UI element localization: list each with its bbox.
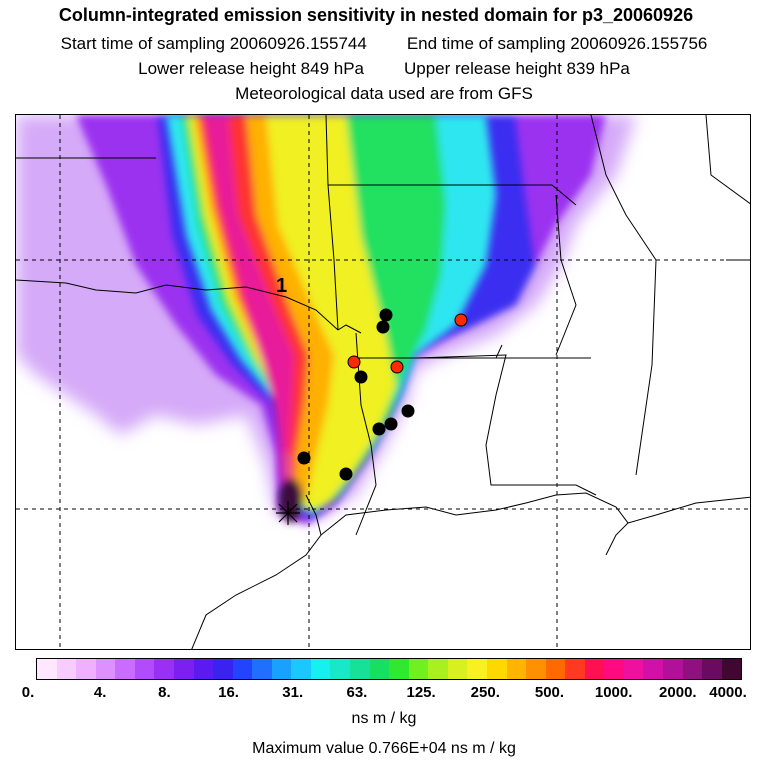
- colorbar-segment: [408, 659, 429, 679]
- sample-point: [384, 417, 398, 431]
- colorbar-segment: [350, 659, 370, 679]
- colorbar-segment: [173, 659, 194, 679]
- sample-point: [376, 320, 390, 334]
- colorbar-segment: [682, 659, 703, 679]
- met-data-label: Meteorological data used are from GFS: [235, 84, 533, 103]
- colorbar-segment: [545, 659, 566, 679]
- colorbar-segment: [702, 659, 722, 679]
- colorbar-tick-label: 500.: [534, 684, 565, 701]
- colorbar-segment: [232, 659, 253, 679]
- emission-sensitivity-map: [15, 114, 751, 650]
- colorbar-segment: [663, 659, 683, 679]
- units-label: ns m / kg: [351, 710, 417, 727]
- end-time-label: End time of sampling 20060926.155756: [406, 34, 708, 53]
- sample-point-red: [347, 355, 361, 369]
- colorbar-segment: [565, 659, 585, 679]
- colorbar-tick-label: 31.: [282, 684, 304, 701]
- lower-release-label: Lower release height 849 hPa: [138, 59, 364, 78]
- state-borders: [16, 115, 750, 536]
- max-value-label: Maximum value 0.766E+04 ns m / kg: [252, 740, 516, 757]
- sampling-times: Start time of sampling 20060926.155744 En…: [0, 34, 768, 54]
- colorbar-segment: [76, 659, 96, 679]
- colorbar-segment: [291, 659, 311, 679]
- upper-release-label: Upper release height 839 hPa: [404, 59, 630, 78]
- colorbar-segment: [389, 659, 409, 679]
- colorbar-segment: [95, 659, 116, 679]
- plume-label: 1: [276, 275, 288, 297]
- plume-core: [166, 115, 496, 522]
- colorbar-tick-label: 4.: [93, 684, 107, 701]
- colorbar-segment: [643, 659, 663, 679]
- sample-points: [297, 308, 468, 481]
- colorbar-segment: [310, 659, 331, 679]
- sample-point-red: [390, 360, 404, 374]
- sample-point: [339, 467, 353, 481]
- colorbar-segment: [447, 659, 468, 679]
- colorbar-tick-label: 250.: [470, 684, 500, 701]
- colorbar-segment: [154, 659, 174, 679]
- colorbar-segment: [584, 659, 605, 679]
- coastline: [191, 492, 750, 649]
- colorbar-segment: [37, 659, 57, 679]
- colorbar-tick-label: 125.: [406, 684, 436, 701]
- colorbar-tick-label: 2000.: [659, 684, 697, 701]
- colorbar-segment: [193, 659, 214, 679]
- colorbar-segment: [506, 659, 527, 679]
- sample-point-red: [454, 313, 468, 327]
- colorbar-segment: [486, 659, 507, 679]
- start-time-label: Start time of sampling 20060926.155744: [60, 34, 367, 53]
- colorbar-segment: [467, 659, 487, 679]
- sample-point: [372, 422, 386, 436]
- colorbar-segment: [213, 659, 233, 679]
- colorbar-segment: [623, 659, 644, 679]
- colorbar-segment: [428, 659, 448, 679]
- sample-point: [297, 451, 311, 465]
- colorbar: [36, 658, 742, 680]
- colorbar-tick-label: 8.: [158, 684, 171, 701]
- colorbar-ticks: 0. 4. 8. 16. 31. 63. 125. 250. 500. 1000. 2000. 400…: [0, 684, 768, 704]
- colorbar-segment: [115, 659, 135, 679]
- colorbar-tick-label: 4000.: [709, 684, 747, 701]
- colorbar-segment: [56, 659, 77, 679]
- sample-point: [401, 404, 415, 418]
- colorbar-segment: [604, 659, 624, 679]
- colorbar-tick-label: 63.: [346, 684, 368, 701]
- colorbar-segment: [330, 659, 350, 679]
- colorbar-tick-label: 16.: [218, 684, 239, 701]
- sample-point: [354, 370, 368, 384]
- colorbar-tick-label: 1000.: [594, 684, 633, 701]
- colorbar-segment: [369, 659, 390, 679]
- colorbar-segment: [721, 659, 742, 679]
- colorbar-segment: [252, 659, 272, 679]
- colorbar-segment: [134, 659, 155, 679]
- plot-title: Column-integrated emission sensitivity i…: [58, 5, 694, 25]
- colorbar-segment: [526, 659, 546, 679]
- sample-point: [379, 308, 393, 322]
- release-heights: Lower release height 849 hPa Upper releas…: [0, 59, 768, 79]
- release-location-star: [276, 501, 300, 525]
- colorbar-segment: [271, 659, 292, 679]
- colorbar-tick-label: 0.: [21, 684, 35, 701]
- map-canvas: [16, 115, 750, 649]
